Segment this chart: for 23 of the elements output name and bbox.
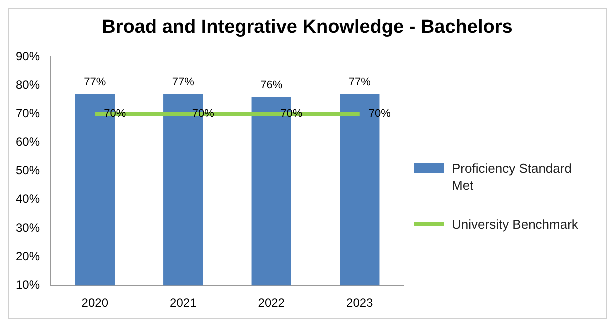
x-tick-label: 2020: [82, 296, 109, 310]
legend-label: Proficiency Standard Met: [452, 160, 573, 194]
y-tick-label: 10%: [16, 278, 40, 292]
y-tick-label: 70%: [16, 106, 40, 120]
legend-label: University Benchmark: [452, 216, 580, 233]
y-tick-label: 50%: [16, 164, 40, 178]
x-tick-label: 2022: [258, 296, 286, 310]
y-tick-label: 30%: [16, 220, 40, 235]
data-label: 77%: [172, 76, 195, 89]
data-label: 70%: [104, 108, 126, 120]
y-tick-label: 40%: [16, 192, 40, 206]
data-label: 76%: [260, 80, 283, 92]
y-tick-label: 60%: [16, 135, 40, 150]
chart-title: Broad and Integrative Knowledge - Bachelors: [101, 16, 514, 40]
x-tick-label: 2023: [346, 296, 374, 310]
data-label: 77%: [348, 76, 372, 89]
y-tick-label: 20%: [16, 249, 40, 264]
x-tick-label: 2021: [170, 296, 198, 310]
data-label: 70%: [280, 108, 303, 120]
data-label: 70%: [192, 108, 215, 120]
data-label: 77%: [84, 76, 106, 89]
y-tick-label: 80%: [16, 78, 40, 92]
y-tick-label: 90%: [16, 49, 40, 64]
